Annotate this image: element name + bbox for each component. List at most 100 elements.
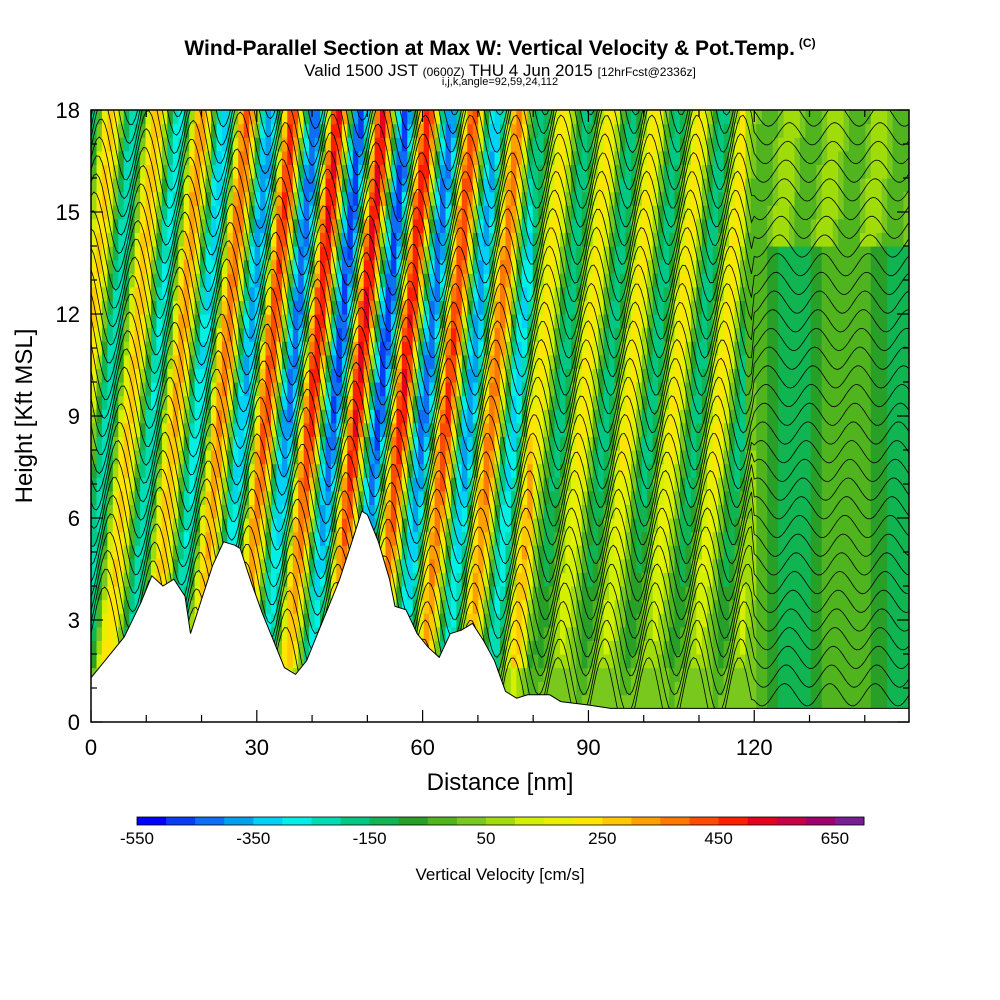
field-cell (440, 477, 447, 492)
field-cell (450, 422, 457, 437)
field-cell (227, 382, 234, 397)
field-cell (527, 314, 534, 329)
field-cell (369, 409, 376, 424)
field-cell (118, 382, 125, 397)
field-cell (189, 178, 196, 193)
field-cell (325, 545, 332, 560)
field-cell (363, 259, 370, 274)
field-cell (101, 463, 108, 478)
field-cell (554, 150, 561, 165)
field-cell (570, 259, 577, 274)
field-cell (96, 572, 103, 587)
field-cell (183, 586, 190, 601)
field-cell (581, 232, 588, 247)
field-cell (680, 694, 687, 709)
field-cell (96, 640, 103, 655)
field-cell (461, 273, 468, 288)
field-cell (685, 232, 692, 247)
field-cell (227, 450, 234, 465)
field-cell (450, 259, 457, 274)
field-cell (314, 150, 321, 165)
field-cell (587, 422, 594, 437)
field-cell (680, 286, 687, 301)
field-cell (314, 572, 321, 587)
field-cell (238, 164, 245, 179)
field-cell (587, 150, 594, 165)
field-cell (652, 382, 659, 397)
field-cell (576, 490, 583, 505)
field-cell (309, 137, 316, 152)
field-cell (609, 232, 616, 247)
field-cell (478, 232, 485, 247)
field-cell (690, 232, 697, 247)
field-cell (461, 150, 468, 165)
field-cell (658, 382, 665, 397)
field-cell (276, 286, 283, 301)
field-cell (401, 382, 408, 397)
field-cell (489, 286, 496, 301)
field-cell (549, 463, 556, 478)
field-cell (489, 477, 496, 492)
field-cell (91, 599, 98, 614)
field-cell (249, 178, 256, 193)
field-cell (211, 300, 218, 315)
field-cell (101, 572, 108, 587)
field-cell (538, 123, 545, 138)
field-cell (620, 463, 627, 478)
field-cell (549, 178, 556, 193)
field-cell (429, 613, 436, 628)
field-cell (129, 218, 136, 233)
field-cell (429, 286, 436, 301)
field-cell (232, 531, 239, 546)
field-cell (456, 368, 463, 383)
field-cell (249, 409, 256, 424)
field-cell (200, 327, 207, 342)
field-cell (445, 246, 452, 261)
field-cell (330, 354, 337, 369)
field-cell (500, 654, 507, 669)
field-cell (412, 205, 419, 220)
field-cell (271, 409, 278, 424)
field-cell (461, 382, 468, 397)
field-cell (129, 436, 136, 451)
field-cell (374, 490, 381, 505)
field-cell (358, 327, 365, 342)
field-cell (674, 694, 681, 709)
field-cell (423, 368, 430, 383)
field-cell (347, 382, 354, 397)
field-cell (227, 191, 234, 206)
field-cell (418, 490, 425, 505)
field-cell (189, 286, 196, 301)
field-cell (330, 191, 337, 206)
field-cell (254, 286, 261, 301)
field-cell (238, 191, 245, 206)
field-cell (336, 273, 343, 288)
field-cell (647, 300, 654, 315)
field-cell (609, 450, 616, 465)
field-cell (172, 422, 179, 437)
field-cell (271, 395, 278, 410)
field-cell (205, 164, 212, 179)
field-cell (690, 409, 697, 424)
field-cell (478, 178, 485, 193)
field-cell (298, 477, 305, 492)
field-cell (494, 259, 501, 274)
field-cell (112, 545, 119, 560)
field-cell (516, 218, 523, 233)
field-cell (592, 572, 599, 587)
field-cell (521, 518, 528, 533)
field-cell (576, 626, 583, 641)
field-cell (243, 164, 250, 179)
field-cell (440, 586, 447, 601)
field-cell (281, 382, 288, 397)
field-cell (690, 300, 697, 315)
field-cell (521, 327, 528, 342)
field-cell (554, 613, 561, 628)
field-cell (407, 354, 414, 369)
field-cell (347, 164, 354, 179)
field-cell (625, 640, 632, 655)
field-cell (123, 354, 130, 369)
field-cell (380, 450, 387, 465)
field-cell (314, 422, 321, 437)
field-cell (112, 436, 119, 451)
